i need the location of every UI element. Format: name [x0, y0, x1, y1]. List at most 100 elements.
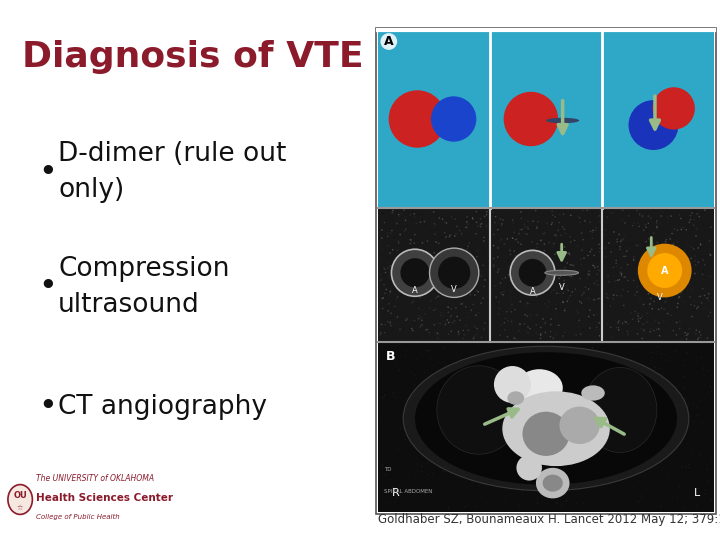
Circle shape	[585, 329, 587, 331]
Circle shape	[459, 319, 461, 321]
Circle shape	[683, 301, 685, 302]
Circle shape	[686, 352, 688, 353]
Circle shape	[444, 294, 445, 295]
Circle shape	[434, 286, 436, 287]
Circle shape	[594, 281, 595, 282]
Circle shape	[577, 313, 579, 315]
Circle shape	[656, 287, 657, 288]
Circle shape	[633, 213, 634, 214]
Circle shape	[556, 235, 557, 237]
Text: A: A	[530, 287, 536, 296]
Circle shape	[381, 253, 382, 254]
Circle shape	[632, 319, 634, 320]
Circle shape	[567, 460, 569, 461]
Circle shape	[421, 265, 423, 267]
Circle shape	[636, 457, 637, 458]
Circle shape	[644, 279, 646, 280]
Circle shape	[439, 322, 441, 324]
Circle shape	[653, 258, 654, 260]
Circle shape	[696, 228, 697, 230]
Circle shape	[403, 209, 405, 211]
Circle shape	[667, 491, 668, 492]
Circle shape	[539, 258, 540, 260]
Circle shape	[413, 388, 414, 389]
Circle shape	[411, 463, 413, 464]
Circle shape	[711, 458, 712, 459]
Circle shape	[399, 328, 401, 330]
Circle shape	[443, 375, 444, 376]
Circle shape	[518, 259, 546, 287]
Circle shape	[421, 320, 423, 321]
Circle shape	[562, 422, 564, 423]
Circle shape	[459, 464, 460, 465]
Circle shape	[405, 380, 407, 381]
Circle shape	[465, 227, 467, 228]
Circle shape	[613, 456, 615, 457]
Circle shape	[704, 399, 706, 400]
Circle shape	[431, 300, 432, 302]
Circle shape	[657, 394, 659, 395]
Circle shape	[441, 312, 442, 314]
Circle shape	[400, 282, 401, 284]
Circle shape	[472, 218, 474, 220]
Circle shape	[500, 433, 501, 434]
Circle shape	[642, 338, 643, 339]
Circle shape	[623, 464, 624, 465]
Circle shape	[380, 332, 382, 334]
Circle shape	[641, 244, 643, 245]
Circle shape	[405, 241, 407, 242]
Circle shape	[500, 282, 501, 284]
Circle shape	[608, 467, 609, 468]
Circle shape	[417, 447, 418, 448]
Circle shape	[510, 321, 513, 322]
Circle shape	[462, 335, 463, 337]
Circle shape	[536, 497, 538, 498]
Circle shape	[696, 455, 698, 456]
Circle shape	[598, 212, 600, 213]
Circle shape	[482, 326, 483, 328]
Circle shape	[663, 320, 665, 321]
Circle shape	[615, 280, 616, 281]
Circle shape	[500, 238, 503, 240]
Circle shape	[577, 363, 578, 364]
Circle shape	[680, 292, 682, 294]
Circle shape	[444, 325, 446, 326]
Circle shape	[512, 238, 513, 239]
Circle shape	[545, 318, 546, 320]
Circle shape	[647, 332, 649, 334]
Circle shape	[580, 278, 581, 280]
Circle shape	[578, 326, 580, 328]
Circle shape	[384, 421, 386, 422]
Circle shape	[532, 220, 534, 222]
Circle shape	[694, 300, 696, 302]
Circle shape	[536, 226, 538, 227]
Circle shape	[621, 239, 623, 241]
Circle shape	[605, 491, 606, 492]
Circle shape	[548, 426, 549, 427]
Circle shape	[694, 255, 696, 257]
Circle shape	[480, 224, 481, 225]
Circle shape	[680, 417, 682, 418]
Circle shape	[513, 308, 515, 310]
Circle shape	[565, 368, 567, 369]
Circle shape	[453, 406, 454, 407]
Circle shape	[439, 322, 441, 324]
Circle shape	[569, 508, 570, 509]
Circle shape	[654, 434, 655, 435]
Circle shape	[467, 222, 468, 224]
Circle shape	[667, 216, 668, 218]
Circle shape	[672, 244, 674, 245]
Circle shape	[588, 457, 589, 459]
Circle shape	[582, 505, 584, 506]
Circle shape	[443, 315, 445, 316]
Circle shape	[590, 261, 592, 263]
Circle shape	[616, 241, 618, 242]
Circle shape	[701, 357, 703, 358]
Ellipse shape	[583, 368, 657, 453]
Circle shape	[649, 392, 650, 393]
Circle shape	[431, 366, 432, 367]
Circle shape	[704, 489, 706, 490]
Circle shape	[587, 494, 588, 495]
Circle shape	[572, 264, 573, 266]
Circle shape	[684, 426, 685, 427]
